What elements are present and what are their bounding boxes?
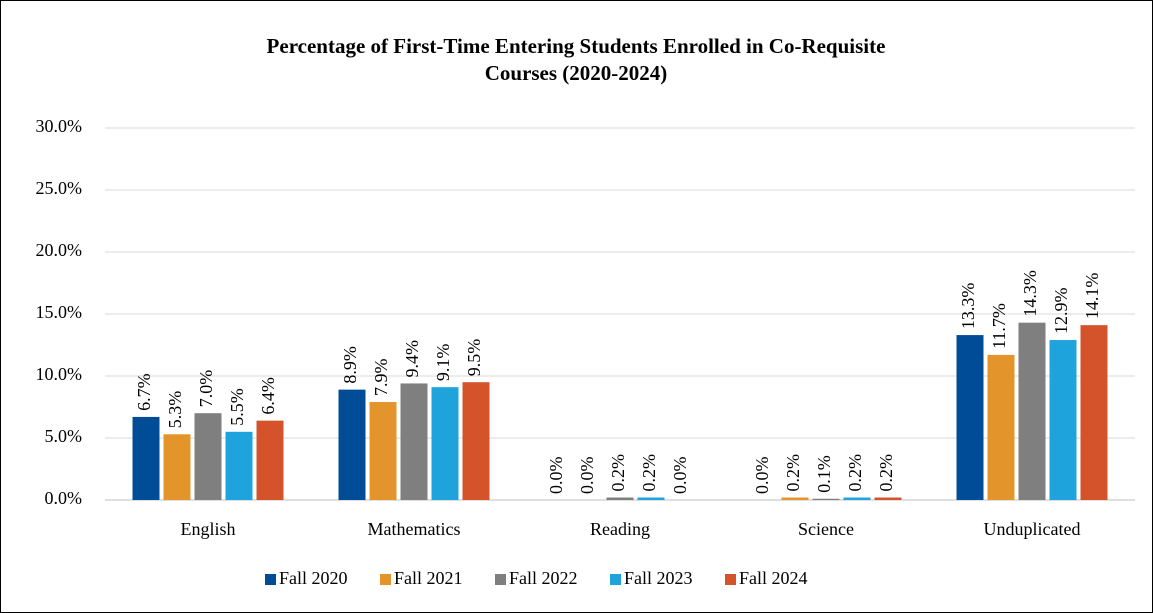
bar — [843, 497, 871, 500]
bar — [256, 420, 284, 500]
bar — [369, 402, 397, 500]
data-label: 11.7% — [989, 303, 1009, 349]
legend-label: Fall 2022 — [509, 568, 578, 588]
data-label: 14.1% — [1082, 273, 1102, 320]
bar — [606, 497, 634, 500]
bar — [1080, 325, 1108, 500]
legend-swatch — [265, 574, 276, 585]
data-label: 0.2% — [639, 454, 659, 492]
legend-label: Fall 2024 — [739, 568, 808, 588]
bar — [462, 382, 490, 500]
bar — [637, 497, 665, 500]
legend-label: Fall 2021 — [394, 568, 463, 588]
data-label: 0.0% — [670, 457, 690, 495]
data-label: 9.5% — [464, 339, 484, 377]
data-label: 8.9% — [340, 346, 360, 384]
y-tick-label: 20.0% — [36, 240, 83, 260]
bar — [987, 354, 1015, 500]
data-label: 0.1% — [814, 455, 834, 493]
data-label: 7.0% — [196, 370, 216, 408]
data-label: 0.2% — [845, 454, 865, 492]
bar — [956, 335, 984, 500]
y-tick-label: 5.0% — [45, 426, 83, 446]
legend-swatch — [610, 574, 621, 585]
bar — [225, 431, 253, 500]
data-label: 0.0% — [546, 457, 566, 495]
legend-swatch — [725, 574, 736, 585]
x-tick-label: Reading — [590, 519, 650, 539]
legend-swatch — [380, 574, 391, 585]
y-tick-label: 0.0% — [45, 488, 83, 508]
legend-label: Fall 2023 — [624, 568, 693, 588]
data-label: 9.4% — [402, 340, 422, 378]
y-tick-label: 25.0% — [36, 178, 83, 198]
bar — [132, 416, 160, 500]
bar — [874, 497, 902, 500]
chart-title: Courses (2020-2024) — [485, 61, 668, 85]
bar — [1049, 340, 1077, 500]
legend-swatch — [495, 574, 506, 585]
data-label: 5.5% — [227, 388, 247, 426]
data-label: 13.3% — [958, 283, 978, 330]
bar — [194, 413, 222, 500]
bar — [781, 497, 809, 500]
chart-title: Percentage of First-Time Entering Studen… — [267, 34, 886, 58]
data-label: 0.2% — [608, 454, 628, 492]
data-label: 0.0% — [752, 457, 772, 495]
data-label: 0.2% — [876, 454, 896, 492]
data-label: 5.3% — [165, 391, 185, 429]
x-tick-label: Unduplicated — [984, 519, 1081, 539]
data-label: 6.4% — [258, 377, 278, 415]
x-tick-label: Science — [798, 519, 854, 539]
data-label: 7.9% — [371, 359, 391, 397]
data-label: 14.3% — [1020, 270, 1040, 317]
y-tick-label: 10.0% — [36, 364, 83, 384]
y-tick-label: 15.0% — [36, 302, 83, 322]
data-label: 9.1% — [433, 344, 453, 382]
bar — [1018, 322, 1046, 500]
bar — [400, 383, 428, 500]
data-label: 12.9% — [1051, 288, 1071, 335]
bar — [431, 387, 459, 500]
x-tick-label: English — [180, 519, 235, 539]
bar — [338, 389, 366, 500]
x-tick-label: Mathematics — [368, 519, 461, 539]
bar — [163, 434, 191, 500]
data-label: 6.7% — [134, 373, 154, 411]
data-label: 0.2% — [783, 454, 803, 492]
y-tick-label: 30.0% — [36, 116, 83, 136]
legend-label: Fall 2020 — [279, 568, 348, 588]
bar — [812, 498, 840, 500]
data-label: 0.0% — [577, 457, 597, 495]
